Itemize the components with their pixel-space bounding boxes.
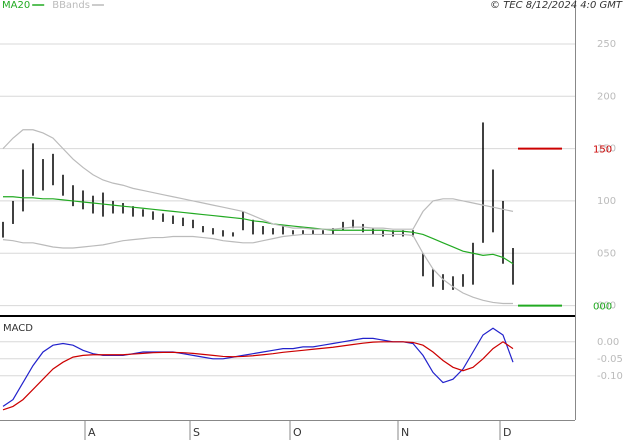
y-tick-label: 250 bbox=[597, 39, 616, 50]
x-tick-label: N bbox=[401, 426, 409, 439]
y-tick-label: -0.10 bbox=[597, 371, 623, 382]
y-tick-label: 000 bbox=[597, 301, 616, 312]
y-tick-label: 0.00 bbox=[597, 337, 619, 348]
macd-title: MACD bbox=[3, 323, 33, 334]
macd-line bbox=[2, 327, 514, 407]
y-tick-label: 150 bbox=[597, 144, 616, 155]
x-tick-label: D bbox=[503, 426, 511, 439]
price-marker-label: 000 bbox=[593, 302, 612, 313]
series-line bbox=[2, 129, 514, 230]
x-tick-label: O bbox=[293, 426, 302, 439]
series-lower-line bbox=[2, 233, 513, 305]
y-tick-label: 200 bbox=[597, 91, 616, 102]
series-line bbox=[3, 196, 514, 265]
macd-line bbox=[2, 341, 514, 411]
x-tick-label: A bbox=[88, 426, 96, 439]
y-tick-label: 050 bbox=[597, 248, 616, 259]
y-tick-label: 100 bbox=[597, 196, 616, 207]
legend-label: BBands bbox=[52, 0, 90, 11]
y-tick-label: -0.05 bbox=[597, 354, 623, 365]
price-marker-label: 150 bbox=[593, 145, 612, 156]
legend-label: MA20 bbox=[2, 0, 30, 11]
source-credit: © TEC 8/12/2024 4:0 GMT bbox=[490, 0, 623, 11]
x-tick-label: S bbox=[193, 426, 200, 439]
